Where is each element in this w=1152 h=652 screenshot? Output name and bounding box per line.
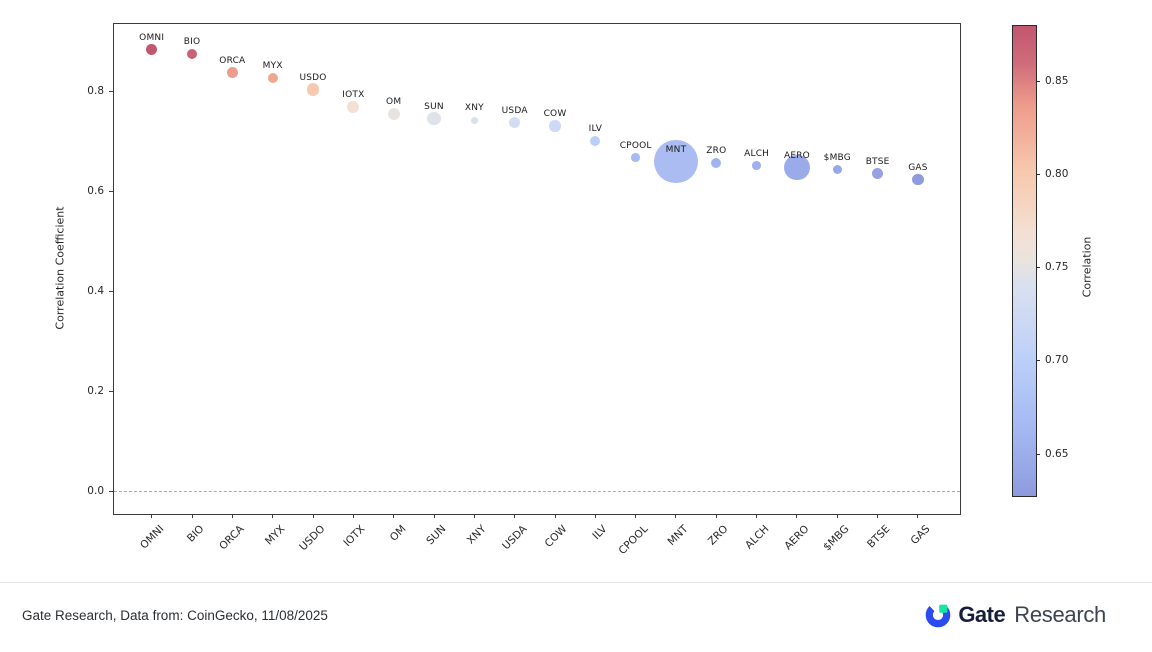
- colorbar-tick-label: 0.85: [1045, 75, 1069, 88]
- x-tick-mark: [231, 514, 233, 518]
- bubble-name-label: ILV: [588, 123, 603, 134]
- x-tick-label: ILV: [590, 523, 610, 543]
- bubble-ilv: [590, 135, 601, 146]
- bubble-gas: [912, 173, 924, 186]
- y-tick-label: 0.0: [87, 484, 104, 497]
- x-tick-mark: [312, 514, 314, 518]
- y-tick-mark: [109, 190, 114, 192]
- bubble-cow: [549, 120, 561, 132]
- x-tick-mark: [917, 514, 919, 518]
- colorbar-tick-label: 0.70: [1045, 354, 1069, 367]
- y-tick-label: 0.6: [87, 184, 104, 197]
- y-tick-label: 0.4: [87, 284, 104, 297]
- x-tick-mark: [836, 514, 838, 518]
- colorbar-tick-mark: [1036, 267, 1040, 269]
- gate-logo-icon: [926, 602, 951, 628]
- x-tick-mark: [352, 514, 354, 518]
- bubble-name-label: ORCA: [219, 55, 246, 66]
- logo-brand-text: Gate: [958, 602, 1006, 627]
- bubble-name-label: MYX: [262, 61, 283, 71]
- colorbar-tick-label: 0.80: [1045, 168, 1069, 181]
- bubble-aero: [784, 154, 810, 181]
- bubble-name-label: ZRO: [706, 145, 727, 156]
- y-axis-title: Correlation Coefficient: [53, 206, 67, 330]
- gate-research-logo: Gate Research: [925, 602, 1106, 628]
- colorbar: [1012, 25, 1037, 497]
- bubble-xny: [470, 116, 478, 124]
- bubble-usda: [508, 116, 521, 129]
- bubble-name-label: SUN: [424, 101, 444, 112]
- x-tick-mark: [514, 514, 516, 518]
- bubble-name-label: ALCH: [744, 148, 770, 159]
- bubble-orca: [226, 66, 239, 79]
- bubble-name-label: BTSE: [865, 156, 890, 167]
- y-tick-mark: [109, 90, 114, 92]
- y-tick-label: 0.8: [87, 84, 104, 97]
- x-tick-mark: [151, 514, 153, 518]
- bubble-btse: [871, 167, 884, 180]
- bubble-iotx: [347, 101, 360, 113]
- bubble-name-label: USDA: [501, 105, 528, 116]
- y-tick-mark: [109, 490, 114, 492]
- footer-divider: [0, 582, 1152, 583]
- bubble-name-label: MNT: [665, 144, 687, 155]
- x-tick-mark: [433, 514, 435, 518]
- bubble-name-label: COW: [543, 109, 567, 119]
- colorbar-tick-label: 0.65: [1045, 447, 1069, 460]
- x-tick-mark: [594, 514, 596, 518]
- colorbar-tick-mark: [1036, 453, 1040, 455]
- bubble-zro: [711, 157, 722, 168]
- bubble-omni: [146, 43, 158, 56]
- bubble-cpool: [631, 153, 640, 162]
- source-attribution: Gate Research, Data from: CoinGecko, 11/…: [22, 608, 328, 623]
- bubble-name-label: OM: [386, 96, 402, 107]
- bubble-om: [387, 107, 400, 120]
- bubble-name-label: BIO: [183, 37, 201, 47]
- x-tick-mark: [272, 514, 274, 518]
- x-tick-mark: [554, 514, 556, 518]
- x-tick-mark: [191, 514, 193, 518]
- x-tick-mark: [635, 514, 637, 518]
- x-tick-mark: [796, 514, 798, 518]
- x-tick-mark: [393, 514, 395, 518]
- bubble-bio: [186, 48, 198, 60]
- bubble-alch: [752, 161, 761, 170]
- x-tick-label: IOTX: [341, 523, 368, 550]
- x-tick-mark: [675, 514, 677, 518]
- colorbar-tick-label: 0.75: [1045, 261, 1069, 274]
- bubble-sun: [427, 111, 441, 126]
- x-tick-mark: [715, 514, 717, 518]
- x-tick-label: GAS: [908, 523, 933, 548]
- colorbar-tick-mark: [1036, 360, 1040, 362]
- bubble-myx: [267, 73, 278, 83]
- y-tick-mark: [109, 290, 114, 292]
- x-tick-mark: [877, 514, 879, 518]
- y-tick-label: 0.2: [87, 384, 104, 397]
- colorbar-tick-mark: [1036, 81, 1040, 83]
- colorbar-title: Correlation: [1080, 236, 1094, 298]
- bubble-name-label: OMNI: [139, 32, 165, 43]
- bubble-name-label: XNY: [464, 103, 484, 113]
- bubble-name-label: AERO: [783, 150, 810, 161]
- logo-suffix-text: Research: [1014, 602, 1106, 627]
- x-tick-label: $MBG: [821, 523, 852, 554]
- zero-correlation-line: [114, 491, 960, 492]
- plot-area: 0.0 0.2 0.4 0.6 0.8 OMNI BIO ORCA MYX USDO IOTX OM S…: [87, 23, 961, 557]
- x-tick-mark: [756, 514, 758, 518]
- bubble-mnt: [654, 139, 698, 184]
- x-tick-label: ZRO: [706, 523, 731, 548]
- bubble-mbg: [832, 164, 842, 175]
- y-tick-mark: [109, 390, 114, 392]
- bubble-name-label: GAS: [908, 162, 928, 173]
- bubble-usdo: [306, 83, 320, 96]
- colorbar-tick-mark: [1036, 174, 1040, 176]
- bubble-name-label: CPOOL: [619, 140, 652, 151]
- x-tick-label: XNY: [465, 523, 489, 547]
- bubble-name-label: USDO: [299, 72, 327, 83]
- bubble-name-label: IOTX: [342, 90, 365, 100]
- x-tick-mark: [473, 514, 475, 518]
- bubble-name-label: $MBG: [823, 152, 851, 163]
